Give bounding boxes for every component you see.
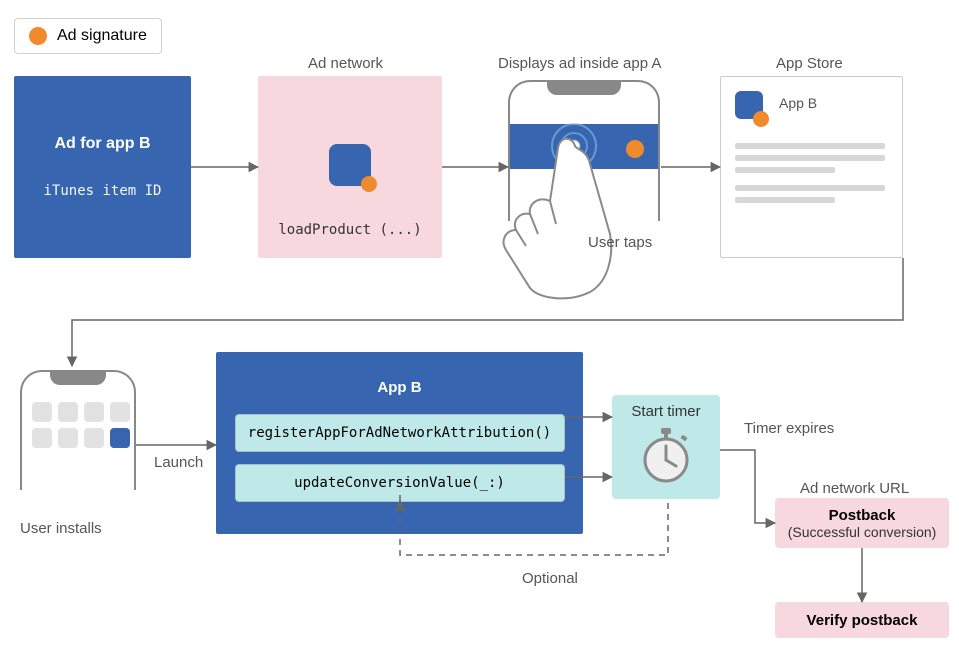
label-optional: Optional: [522, 570, 578, 587]
label-app-store: App Store: [776, 55, 843, 72]
text-placeholder-line: [735, 185, 885, 191]
label-launch: Launch: [154, 454, 203, 471]
phone-notch-icon: [547, 81, 621, 95]
hand-tap-icon: [480, 116, 660, 306]
label-ad-network-url: Ad network URL: [800, 480, 909, 497]
app-placeholder-icon: [32, 402, 52, 422]
label-user-installs: User installs: [20, 520, 102, 537]
text-placeholder-line: [735, 143, 885, 149]
app-b-title: App B: [377, 379, 421, 396]
postback-title: Postback: [829, 507, 896, 524]
ad-box-subtitle: iTunes item ID: [43, 183, 161, 199]
label-timer-expires: Timer expires: [744, 420, 834, 437]
verify-postback-title: Verify postback: [807, 612, 918, 629]
phone-notch-icon: [50, 371, 106, 385]
app-placeholder-icon: [84, 402, 104, 422]
app-placeholder-icon: [110, 402, 130, 422]
postback-subtitle: (Successful conversion): [788, 524, 937, 540]
ad-signature-dot-icon: [361, 176, 377, 192]
phone-user-installs: [20, 370, 136, 490]
ad-signature-dot-icon: [753, 111, 769, 127]
ad-box-title: Ad for app B: [55, 135, 151, 153]
start-timer-box: Start timer: [612, 395, 720, 499]
text-placeholder-line: [735, 167, 835, 173]
load-product-code: loadProduct (...): [258, 222, 442, 238]
label-user-taps: User taps: [588, 234, 652, 251]
label-displays-ad: Displays ad inside app A: [498, 55, 661, 72]
update-conversion-code: updateConversionValue(_:): [235, 464, 565, 502]
ad-network-box: loadProduct (...): [258, 76, 442, 258]
app-b-icon: [329, 144, 371, 186]
app-store-app-label: App B: [779, 95, 817, 111]
verify-postback-box: Verify postback: [775, 602, 949, 638]
app-b-icon: [110, 428, 130, 448]
app-placeholder-icon: [32, 428, 52, 448]
legend-label: Ad signature: [57, 27, 147, 45]
stopwatch-icon: [639, 426, 693, 484]
app-placeholder-icon: [84, 428, 104, 448]
text-placeholder-line: [735, 155, 885, 161]
app-b-panel: App B registerAppForAdNetworkAttribution…: [216, 352, 583, 534]
legend-ad-signature: Ad signature: [14, 18, 162, 54]
ad-signature-dot-icon: [29, 27, 47, 45]
label-ad-network: Ad network: [308, 55, 383, 72]
register-app-code: registerAppForAdNetworkAttribution(): [235, 414, 565, 452]
app-placeholder-icon: [58, 402, 78, 422]
home-screen-grid: [32, 402, 130, 448]
ad-for-app-b-box: Ad for app B iTunes item ID: [14, 76, 191, 258]
postback-box: Postback (Successful conversion): [775, 498, 949, 548]
start-timer-label: Start timer: [631, 403, 700, 420]
text-placeholder-line: [735, 197, 835, 203]
app-store-box: App B: [720, 76, 903, 258]
app-placeholder-icon: [58, 428, 78, 448]
